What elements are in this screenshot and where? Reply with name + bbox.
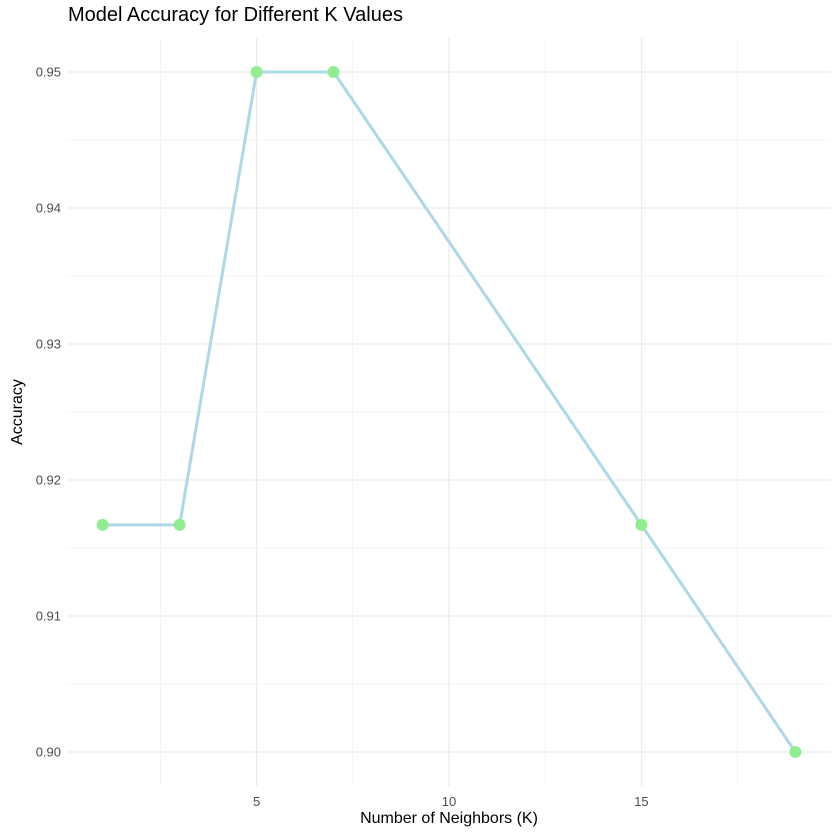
major-grid	[68, 38, 830, 786]
x-tick-label: 5	[253, 794, 260, 809]
data-point	[173, 518, 186, 531]
data-point	[96, 518, 109, 531]
x-tick-labels: 5 10 15	[253, 794, 649, 809]
chart-title: Model Accuracy for Different K Values	[68, 4, 403, 26]
y-tick-label: 0.92	[36, 473, 61, 488]
x-tick-label: 10	[442, 794, 456, 809]
data-point	[789, 746, 802, 758]
series-line	[102, 70, 797, 753]
data-point	[250, 66, 263, 78]
y-axis-label: Accuracy	[9, 379, 26, 445]
y-tick-labels: 0.90 0.91 0.92 0.93 0.94 0.95	[36, 65, 61, 760]
y-tick-label: 0.91	[36, 609, 61, 624]
y-tick-label: 0.93	[36, 337, 61, 352]
y-tick-label: 0.94	[36, 201, 61, 216]
series-layer	[102, 70, 797, 753]
x-tick-label: 15	[634, 794, 648, 809]
y-tick-label: 0.95	[36, 65, 61, 80]
x-axis-label: Number of Neighbors (K)	[360, 810, 538, 827]
data-point	[635, 518, 648, 531]
data-point	[327, 66, 340, 78]
y-tick-label: 0.90	[36, 745, 61, 760]
points-layer	[96, 66, 802, 758]
